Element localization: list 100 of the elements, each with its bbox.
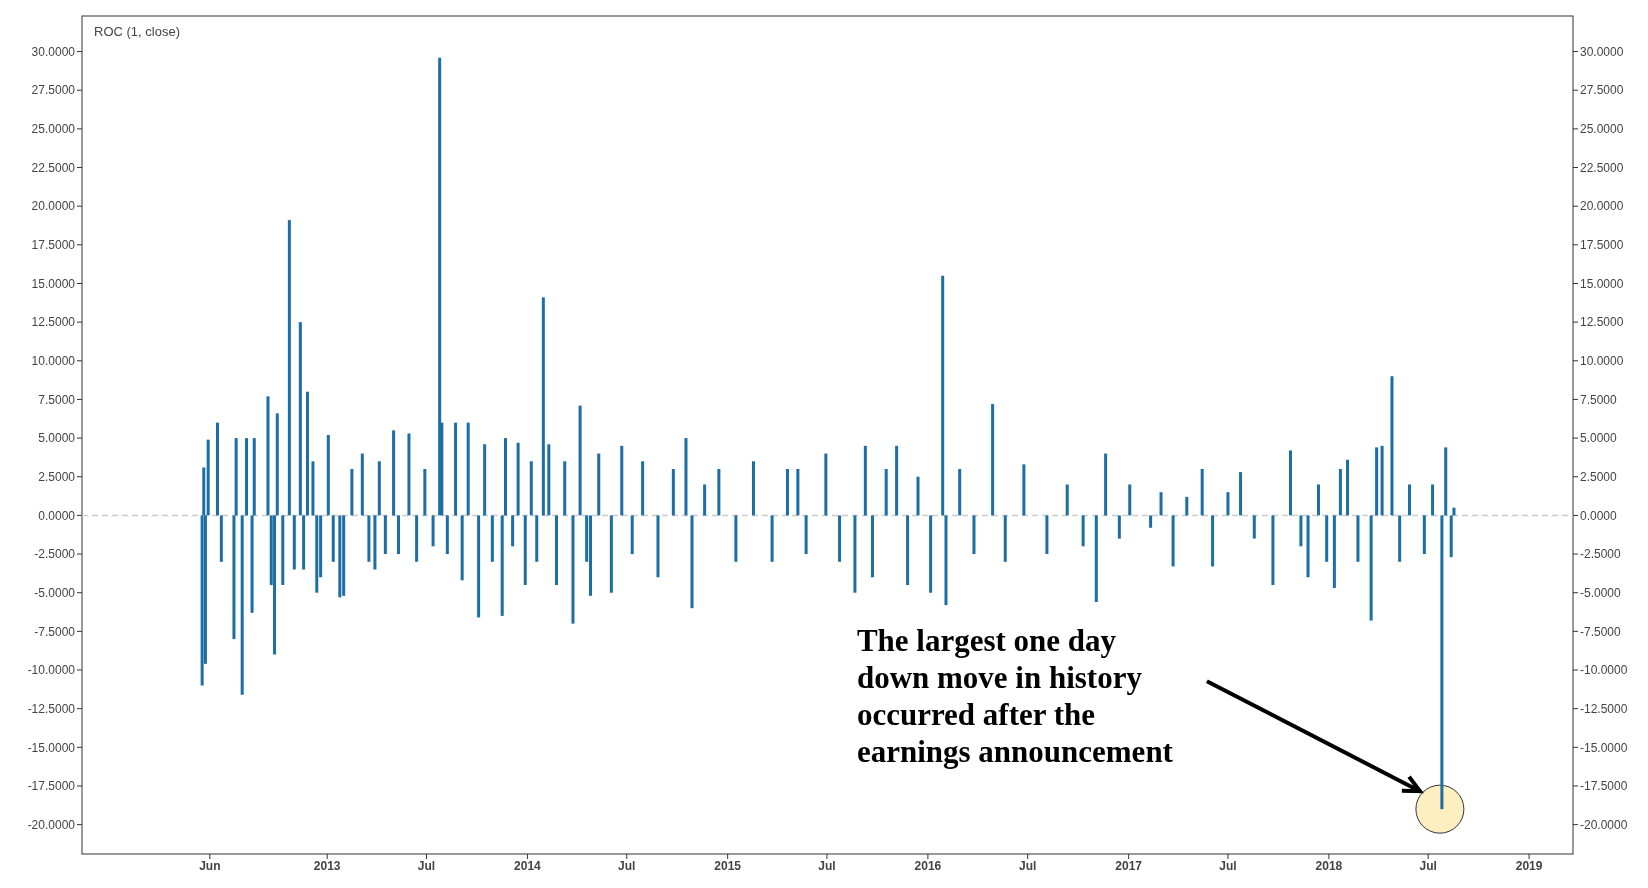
bar	[232, 515, 236, 640]
x-tick-label: 2016	[914, 858, 942, 873]
bar	[1338, 469, 1342, 516]
bar	[302, 515, 306, 570]
y-tick-label: 25.0000	[31, 122, 76, 137]
bar	[717, 469, 721, 516]
bar	[906, 515, 910, 585]
bar	[240, 515, 244, 695]
bar	[1299, 515, 1303, 547]
bar	[1252, 515, 1256, 539]
annotation: The largest one day down move in history occurred after the earnings announcement	[856, 623, 1174, 770]
bar	[916, 476, 920, 516]
bar	[796, 469, 800, 516]
bar	[423, 469, 427, 516]
bar	[1185, 496, 1189, 516]
bar	[563, 461, 567, 516]
bar	[311, 461, 315, 516]
bar	[690, 515, 694, 609]
y-tick-label: 10.0000	[31, 353, 76, 368]
bar	[1422, 515, 1426, 555]
y-tick-label: 2.5000	[38, 469, 76, 484]
y-tick-label: 17.5000	[31, 238, 76, 253]
bar	[392, 430, 396, 516]
bar	[500, 515, 504, 616]
bar	[1380, 445, 1384, 516]
bar	[1356, 515, 1360, 562]
bar	[529, 461, 533, 516]
bar	[454, 422, 458, 516]
bar	[1045, 515, 1049, 555]
bar	[1408, 484, 1412, 516]
bar	[460, 515, 464, 581]
bar	[929, 515, 933, 593]
x-tick-label: Jul	[417, 858, 436, 873]
y-tick-label: 20.0000	[31, 199, 76, 214]
bar	[273, 515, 277, 655]
bar	[1390, 376, 1394, 516]
bar	[863, 445, 867, 516]
x-tick-label: Jul	[618, 858, 636, 873]
bar	[503, 438, 507, 516]
y-tick-label: 7.5000	[38, 392, 76, 407]
y-tick-label: -2.5000	[34, 547, 76, 562]
y-tick-label: -20.0000	[27, 817, 76, 832]
bar	[331, 515, 335, 562]
bar	[870, 515, 874, 578]
x-tick-label: 2015	[714, 858, 742, 873]
y-tick-label: -5.0000	[34, 585, 76, 600]
bar	[804, 515, 808, 555]
y2-tick-label: 30.0000	[1580, 44, 1624, 59]
y2-tick-label: -2.5000	[1580, 547, 1622, 562]
y2-tick-label: -15.0000	[1580, 740, 1628, 755]
bar	[620, 445, 624, 516]
bar	[1065, 484, 1069, 516]
bar	[589, 515, 593, 596]
bar	[511, 515, 515, 547]
bar	[1398, 515, 1402, 562]
bar	[1159, 492, 1163, 516]
bar	[1444, 447, 1448, 516]
bar	[1149, 515, 1153, 528]
bar	[770, 515, 774, 562]
bar	[1346, 459, 1350, 516]
bar	[597, 453, 601, 516]
y2-tick-label: 20.0000	[1580, 199, 1624, 214]
bar	[350, 469, 354, 516]
bar	[490, 515, 494, 562]
bar	[342, 515, 346, 596]
bar	[281, 515, 285, 585]
bar	[641, 461, 645, 516]
y-tick-label: 5.0000	[38, 431, 76, 446]
bar	[734, 515, 738, 562]
bar	[684, 438, 688, 516]
bar	[1316, 484, 1320, 516]
x-tick-label: 2013	[313, 858, 341, 873]
y-tick-label: 30.0000	[31, 44, 76, 59]
bar	[275, 413, 279, 516]
bar	[609, 515, 613, 593]
y2-tick-label: 17.5000	[1580, 238, 1624, 253]
bar	[656, 515, 660, 578]
bar	[216, 422, 219, 516]
bar	[578, 405, 582, 516]
bar	[571, 515, 575, 624]
bar	[895, 445, 899, 516]
bar	[287, 220, 291, 516]
y2-tick-label: 12.5000	[1580, 315, 1624, 330]
bar	[941, 275, 945, 516]
bar	[373, 515, 377, 570]
bar	[1440, 515, 1444, 810]
bar	[245, 438, 249, 516]
x-tick-label: 2018	[1315, 858, 1343, 873]
x-tick-label: Jul	[1019, 858, 1037, 873]
bar	[1288, 450, 1292, 516]
bar	[431, 515, 435, 547]
y-tick-label: 22.5000	[31, 160, 76, 175]
bar	[415, 515, 419, 562]
bar	[1306, 515, 1310, 578]
bar	[1431, 484, 1435, 516]
bar	[1325, 515, 1329, 562]
y2-tick-label: 15.0000	[1580, 276, 1624, 291]
bar	[407, 433, 411, 516]
text: ROC (1, close)	[94, 24, 180, 39]
y2-tick-label: 5.0000	[1580, 431, 1618, 446]
